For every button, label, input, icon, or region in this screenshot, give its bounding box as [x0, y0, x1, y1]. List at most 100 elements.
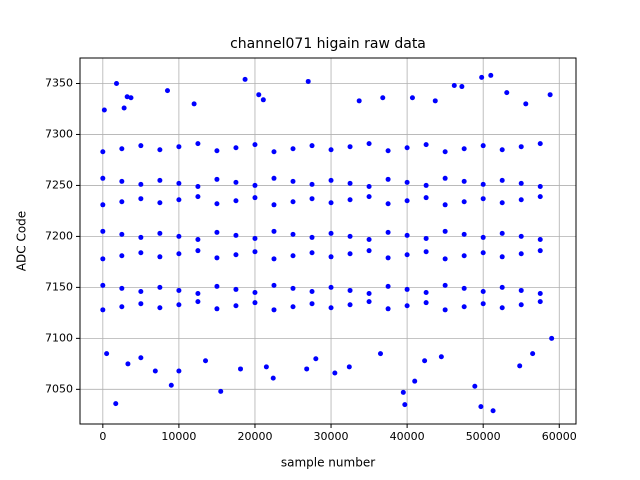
point: [271, 149, 277, 155]
point: [214, 283, 220, 289]
point: [366, 141, 372, 147]
point: [347, 251, 353, 257]
point: [100, 202, 106, 208]
point: [271, 202, 277, 208]
point: [442, 282, 448, 288]
point: [233, 232, 239, 238]
point: [517, 363, 523, 369]
point: [113, 401, 119, 407]
point: [195, 183, 201, 189]
point: [309, 301, 315, 307]
point: [191, 101, 197, 107]
point: [195, 299, 201, 305]
point: [263, 364, 269, 370]
point: [490, 408, 496, 414]
point: [256, 92, 262, 98]
point: [176, 287, 182, 293]
point: [404, 252, 410, 258]
point: [423, 249, 429, 255]
point: [138, 355, 144, 361]
point: [157, 254, 163, 260]
point: [438, 354, 444, 360]
point: [518, 144, 524, 150]
point: [195, 194, 201, 200]
point: [176, 233, 182, 239]
x-tick-label: 20000: [237, 430, 272, 443]
point: [442, 149, 448, 155]
point: [214, 176, 220, 182]
x-tick-label: 60000: [542, 430, 577, 443]
point: [309, 288, 315, 294]
x-tick-label: 10000: [161, 430, 196, 443]
point: [459, 84, 465, 90]
point: [380, 95, 386, 101]
point: [252, 142, 258, 148]
point: [328, 305, 334, 311]
point: [402, 402, 408, 408]
point: [138, 181, 144, 187]
point: [347, 144, 353, 150]
point: [499, 284, 505, 290]
x-tick-label: 50000: [466, 430, 501, 443]
point: [480, 288, 486, 294]
point: [423, 195, 429, 201]
point: [518, 287, 524, 293]
point: [488, 72, 494, 78]
point: [242, 76, 248, 82]
point: [305, 78, 311, 84]
point: [290, 146, 296, 152]
point: [461, 146, 467, 152]
point: [366, 194, 372, 200]
point: [271, 282, 277, 288]
point: [518, 233, 524, 239]
point: [332, 370, 338, 376]
point: [547, 92, 553, 98]
y-tick-label: 7050: [45, 382, 73, 395]
point: [404, 145, 410, 151]
point: [125, 361, 131, 367]
point: [176, 368, 182, 374]
point: [422, 358, 428, 364]
point: [290, 285, 296, 291]
point: [176, 180, 182, 186]
point: [518, 251, 524, 257]
point: [480, 196, 486, 202]
point: [233, 179, 239, 185]
point: [195, 236, 201, 242]
point: [328, 200, 334, 206]
point: [114, 80, 120, 86]
point: [152, 368, 158, 374]
point: [100, 228, 106, 234]
points: [100, 72, 555, 414]
point: [442, 228, 448, 234]
point: [499, 230, 505, 236]
point: [176, 144, 182, 150]
point: [290, 253, 296, 259]
point: [119, 178, 125, 184]
point: [537, 236, 543, 242]
point: [385, 306, 391, 312]
point: [119, 146, 125, 152]
point: [119, 304, 125, 310]
point: [461, 178, 467, 184]
point: [214, 148, 220, 154]
point: [385, 176, 391, 182]
point: [157, 284, 163, 290]
point: [304, 366, 310, 372]
point: [480, 301, 486, 307]
point: [195, 291, 201, 297]
point: [252, 195, 258, 201]
point: [252, 182, 258, 188]
point: [461, 304, 467, 310]
point: [101, 107, 107, 113]
point: [537, 141, 543, 147]
point: [100, 282, 106, 288]
point: [423, 289, 429, 295]
point: [252, 235, 258, 241]
point: [423, 142, 429, 148]
point: [346, 364, 352, 370]
y-tick-label: 7200: [45, 229, 73, 242]
point: [195, 141, 201, 147]
point: [518, 302, 524, 308]
point: [442, 202, 448, 208]
